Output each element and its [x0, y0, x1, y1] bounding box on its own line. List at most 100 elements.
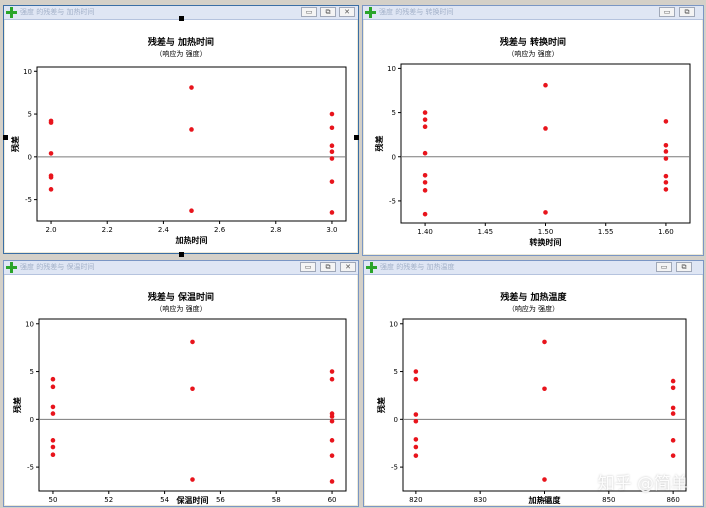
x-tick-label: 1.45	[477, 228, 493, 236]
residual-point	[50, 384, 56, 390]
restore-icon[interactable]: ⧉	[320, 262, 336, 272]
y-tick-label: 0	[30, 416, 34, 424]
graph-window-heating-temperature[interactable]: 强度 的残差与 加热温度 ▭ ⧉ 残差与 加热温度 （响应为 强度） -5 0 5 10 8…	[363, 260, 704, 507]
window-title: 强度 的残差与 转换时间	[379, 8, 454, 16]
chart-title: 残差与 加热时间	[148, 36, 214, 48]
resize-handle[interactable]	[3, 135, 8, 140]
y-tick-label: 0	[394, 416, 398, 424]
residual-point	[663, 156, 669, 161]
residual-point	[329, 438, 335, 443]
residual-point	[190, 477, 195, 482]
graph-window-holding-time[interactable]: 强度 的残差与 保温时间 ▭ ⧉ ✕ 残差与 保温时间 （响应为 强度） -5 0 5 1…	[3, 260, 359, 507]
residual-point	[329, 210, 335, 215]
x-tick-label: 54	[160, 496, 169, 504]
plus-icon	[365, 7, 376, 18]
residual-plot: 残差与 转换时间（响应为 强度） -5 0 5 10 1.40 1.45 1.50 1.55 1.…	[374, 36, 691, 247]
residual-point	[329, 369, 335, 374]
residual-point	[543, 82, 548, 88]
x-tick-label: 2.2	[102, 226, 113, 234]
residual-point	[663, 180, 669, 185]
x-tick-label: 60	[328, 496, 337, 504]
x-tick-label: 2.4	[158, 226, 170, 234]
residual-point	[50, 411, 56, 416]
residual-point	[663, 173, 669, 179]
residual-point	[329, 149, 335, 154]
y-axis-label: 残差	[10, 136, 20, 152]
residual-point	[413, 412, 419, 417]
close-icon[interactable]: ✕	[339, 7, 355, 17]
residual-point	[670, 385, 676, 391]
y-tick-label: -5	[389, 197, 396, 205]
x-axis-label: 保温时间	[176, 495, 209, 505]
chart-title: 残差与 转换时间	[500, 36, 566, 48]
window-title: 强度 的残差与 加热时间	[20, 8, 95, 16]
residual-point	[422, 117, 428, 122]
residual-point	[329, 111, 335, 117]
residual-point	[422, 150, 428, 156]
residual-point	[422, 173, 428, 178]
restore-icon[interactable]: ⧉	[679, 7, 695, 17]
x-tick-label: 3.0	[326, 226, 337, 234]
residual-point	[670, 411, 676, 416]
graph-window-heating-time[interactable]: 强度 的残差与 加热时间 ▭ ⧉ ✕ 残差与 加热时间 （响应为 强度） -5 0 5 1…	[3, 5, 359, 254]
close-icon[interactable]: ✕	[340, 262, 356, 272]
residual-point	[329, 418, 335, 424]
x-tick-label: 1.60	[658, 228, 674, 236]
y-tick-label: -5	[391, 464, 398, 472]
residual-point	[329, 125, 335, 131]
window-titlebar[interactable]: 强度 的残差与 保温时间 ▭ ⧉ ✕	[4, 261, 358, 275]
y-tick-label: 0	[392, 153, 396, 161]
minimize-icon[interactable]: ▭	[659, 7, 675, 17]
chart-subtitle: （响应为 强度）	[508, 304, 559, 313]
residual-point	[329, 453, 335, 458]
residual-point	[413, 453, 419, 458]
x-tick-label: 850	[602, 496, 615, 504]
resize-handle[interactable]	[354, 135, 359, 140]
residual-point	[329, 143, 335, 149]
x-axis-label: 加热温度	[528, 495, 562, 505]
residual-point	[542, 386, 547, 392]
minimize-icon[interactable]: ▭	[656, 262, 672, 272]
restore-icon[interactable]: ⧉	[676, 262, 692, 272]
window-title: 强度 的残差与 保温时间	[20, 263, 95, 271]
resize-handle[interactable]	[179, 252, 184, 257]
residual-point	[190, 386, 195, 392]
y-tick-label: 5	[30, 368, 34, 376]
plot-frame	[38, 318, 347, 492]
residual-point	[50, 452, 56, 457]
y-tick-label: 5	[392, 109, 396, 117]
residual-point	[542, 477, 547, 482]
graph-window-conversion-time[interactable]: 强度 的残差与 转换时间 ▭ ⧉ 残差与 转换时间 （响应为 强度） -5 0 5 10 1…	[362, 5, 704, 256]
window-titlebar[interactable]: 强度 的残差与 转换时间 ▭ ⧉	[363, 6, 703, 20]
watermark: 知乎 @简单	[597, 474, 688, 494]
x-tick-label: 840	[538, 496, 551, 504]
y-tick-label: -5	[27, 464, 34, 472]
minimize-icon[interactable]: ▭	[300, 262, 316, 272]
window-titlebar[interactable]: 强度 的残差与 加热温度 ▭ ⧉	[364, 261, 703, 275]
residual-point	[422, 188, 428, 193]
residual-point	[542, 339, 547, 345]
residual-point	[48, 151, 54, 156]
minimize-icon[interactable]: ▭	[301, 7, 317, 17]
residual-point	[670, 438, 676, 443]
x-tick-label: 2.6	[214, 226, 226, 234]
y-tick-label: 10	[25, 320, 34, 328]
chart-subtitle: （响应为 强度）	[155, 49, 206, 58]
residual-point	[50, 444, 56, 450]
residual-point	[422, 124, 428, 130]
plot-frame	[36, 66, 347, 222]
resize-handle[interactable]	[179, 16, 184, 21]
restore-icon[interactable]: ⧉	[320, 7, 336, 17]
residual-plot: 残差与 保温时间（响应为 强度） -5 0 5 10 50 52 54 56 58 60 保温时间 残差	[12, 291, 347, 505]
residual-point	[48, 187, 54, 192]
x-axis-label: 加热时间	[175, 235, 208, 245]
residual-point	[422, 211, 428, 217]
x-tick-label: 830	[473, 496, 486, 504]
plot-area: 残差与 加热温度 （响应为 强度） -5 0 5 10 820 830 840 850 860 加热温…	[365, 275, 702, 505]
residual-point	[48, 120, 54, 125]
chart-subtitle: （响应为 强度）	[155, 304, 206, 313]
residual-point	[329, 156, 335, 161]
residual-point	[413, 369, 419, 374]
residual-point	[50, 404, 56, 410]
residual-point	[663, 119, 669, 124]
